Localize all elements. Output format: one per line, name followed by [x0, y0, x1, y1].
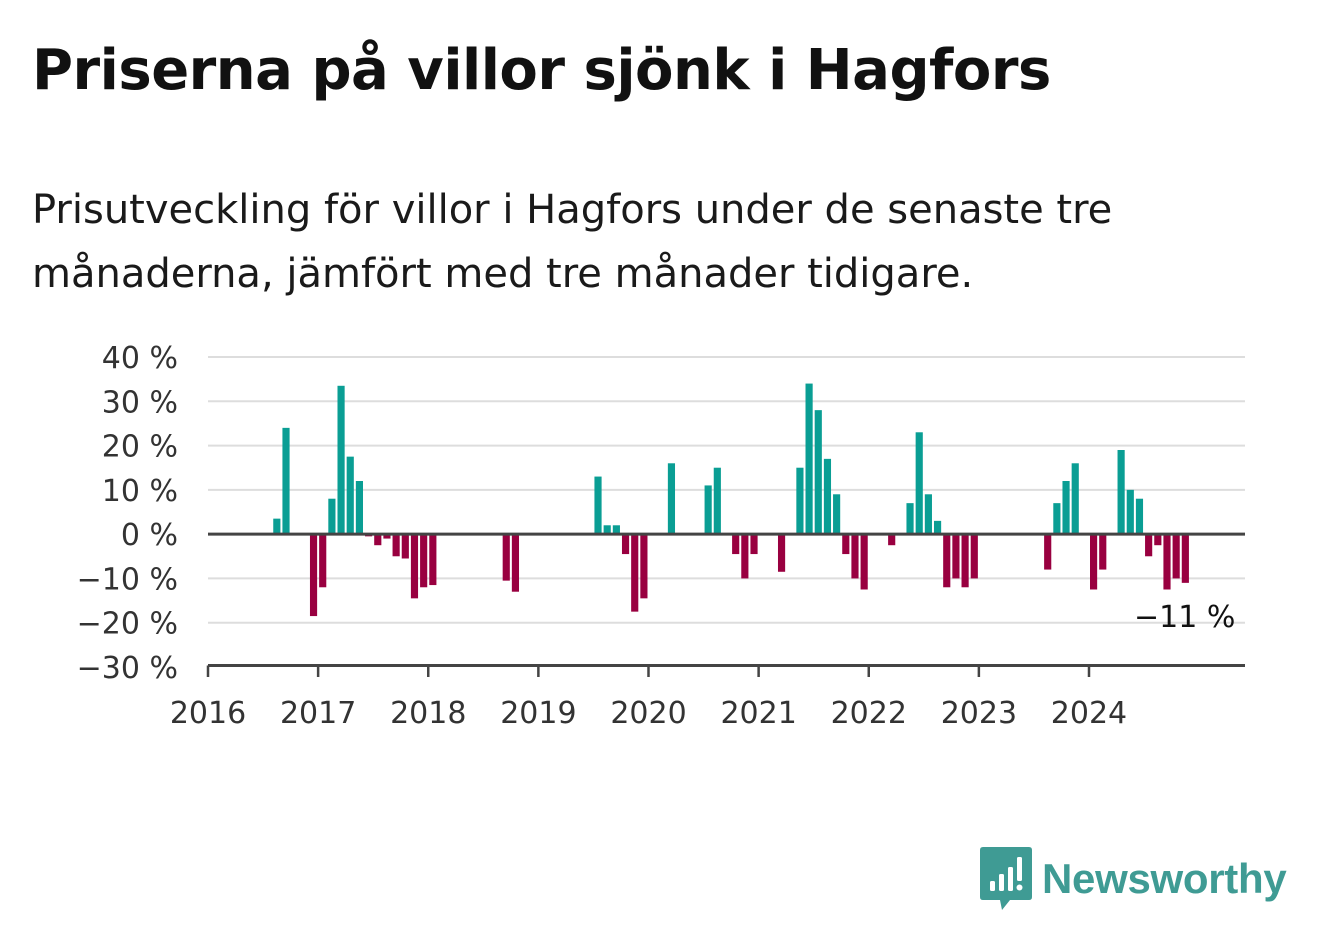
- bar: [906, 503, 914, 535]
- bar: [355, 481, 363, 535]
- bar: [952, 534, 960, 579]
- bar: [612, 525, 620, 535]
- bar: [1145, 534, 1153, 557]
- bar: [667, 463, 676, 535]
- bar: [319, 534, 327, 588]
- bar: [943, 534, 951, 588]
- bar: [1135, 498, 1144, 535]
- bar: [888, 534, 896, 546]
- bar: [603, 525, 611, 535]
- bar: [631, 534, 639, 612]
- axes: [206, 532, 1245, 677]
- y-tick-label: −10 %: [77, 562, 178, 597]
- x-tick-label: 2021: [720, 696, 796, 731]
- bar: [273, 518, 281, 535]
- bar: [502, 534, 510, 581]
- bars: [273, 383, 1189, 617]
- bar: [401, 534, 409, 559]
- x-tick-label: 2023: [941, 696, 1017, 731]
- y-tick-label: 0 %: [121, 518, 178, 553]
- bar: [392, 534, 400, 557]
- bar: [851, 534, 859, 579]
- x-tick-label: 2018: [390, 696, 466, 731]
- bar: [1062, 481, 1070, 535]
- bar: [1071, 463, 1079, 535]
- bar: [328, 498, 336, 535]
- bar: [961, 534, 969, 588]
- bar: [410, 534, 419, 599]
- y-tick-label: 20 %: [102, 430, 178, 465]
- bar: [346, 456, 354, 535]
- bar: [1053, 503, 1061, 535]
- bar: [511, 534, 520, 592]
- bar: [383, 534, 391, 539]
- y-tick-label: −30 %: [77, 651, 178, 686]
- bar: [970, 534, 978, 579]
- chart-title: Priserna på villor sjönk i Hagfors: [32, 38, 1051, 103]
- bar: [704, 485, 712, 535]
- y-tick-label: 10 %: [102, 474, 178, 509]
- bar: [796, 467, 804, 535]
- brand-name: Newsworthy: [1042, 855, 1287, 902]
- bar: [842, 534, 850, 555]
- y-tick-label: −20 %: [77, 607, 178, 642]
- bar: [374, 534, 382, 546]
- bar: [429, 534, 437, 586]
- bar: [814, 410, 822, 535]
- bar: [1154, 534, 1162, 546]
- bar: [732, 534, 740, 555]
- bar: [309, 534, 318, 617]
- bar: [823, 458, 832, 535]
- bar: [337, 385, 345, 535]
- bar: [1163, 534, 1171, 590]
- y-tick-label: 30 %: [102, 385, 178, 420]
- bar: [741, 534, 749, 579]
- bar: [1117, 450, 1125, 535]
- bar: [924, 494, 932, 535]
- x-tick-label: 2020: [610, 696, 686, 731]
- bar: [1172, 534, 1180, 579]
- newsworthy-logo: Newsworthy: [980, 846, 1287, 912]
- chart-subtitle: Prisutveckling för villor i Hagfors unde…: [32, 187, 1113, 297]
- bar: [833, 494, 841, 535]
- grid-lines: [208, 356, 1245, 624]
- y-tick-label: 40 %: [102, 341, 178, 376]
- bar: [777, 534, 786, 572]
- bar: [805, 383, 813, 535]
- x-tick-label: 2019: [500, 696, 576, 731]
- bar: [621, 534, 630, 555]
- bar: [1126, 489, 1134, 535]
- bar: [1044, 534, 1052, 570]
- x-tick-label: 2016: [170, 696, 246, 731]
- bar: [1181, 534, 1189, 583]
- tick-labels: 40 % 30 % 20 % 10 % 0 % −10 % −20 % −30 % 2016 20…: [77, 341, 1236, 731]
- bar: [1099, 534, 1107, 570]
- bar: [860, 534, 868, 590]
- latest-value-label: −11 %: [1134, 600, 1235, 635]
- bar: [915, 432, 923, 535]
- bar: [594, 476, 602, 535]
- x-tick-label: 2024: [1051, 696, 1127, 731]
- x-tick-label: 2022: [831, 696, 907, 731]
- bar: [282, 427, 290, 535]
- bar: [1090, 534, 1098, 590]
- bar: [933, 520, 942, 535]
- bar: [640, 534, 648, 599]
- x-tick-label: 2017: [280, 696, 356, 731]
- bar: [750, 534, 758, 555]
- bar-chart-speech-bubble-icon: [980, 847, 1032, 910]
- bar: [713, 467, 721, 535]
- bar: [420, 534, 428, 588]
- bar-chart: 40 % 30 % 20 % 10 % 0 % −10 % −20 % −30 % 2016 20…: [77, 341, 1245, 731]
